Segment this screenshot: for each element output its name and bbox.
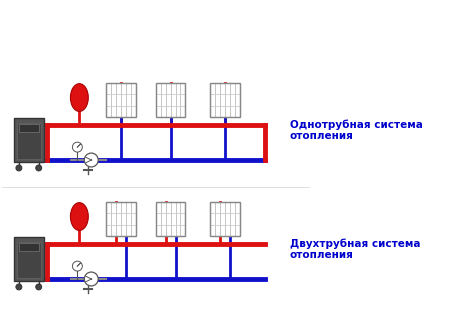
Bar	[106, 202, 136, 236]
Bar	[17, 124, 41, 159]
Bar	[155, 202, 185, 236]
Circle shape	[84, 272, 98, 286]
Bar	[106, 83, 136, 117]
Bar	[14, 118, 44, 162]
Circle shape	[73, 142, 82, 152]
Bar	[155, 202, 185, 236]
Circle shape	[84, 153, 98, 167]
Bar	[106, 202, 136, 236]
Text: Однотрубная система
отопления: Однотрубная система отопления	[290, 119, 422, 141]
Text: Двухтрубная система
отопления: Двухтрубная система отопления	[290, 238, 420, 260]
Circle shape	[73, 261, 82, 271]
Circle shape	[36, 165, 42, 171]
Bar	[210, 83, 240, 117]
Bar	[210, 202, 240, 236]
Ellipse shape	[71, 84, 88, 111]
Ellipse shape	[71, 203, 88, 230]
Bar	[19, 243, 39, 251]
Circle shape	[36, 284, 42, 290]
Bar	[19, 124, 39, 132]
Bar	[155, 83, 185, 117]
Bar	[17, 242, 41, 278]
Bar	[210, 202, 240, 236]
Bar	[155, 83, 185, 117]
Circle shape	[16, 284, 22, 290]
Bar	[14, 237, 44, 281]
Bar	[106, 83, 136, 117]
Bar	[210, 83, 240, 117]
Circle shape	[16, 165, 22, 171]
